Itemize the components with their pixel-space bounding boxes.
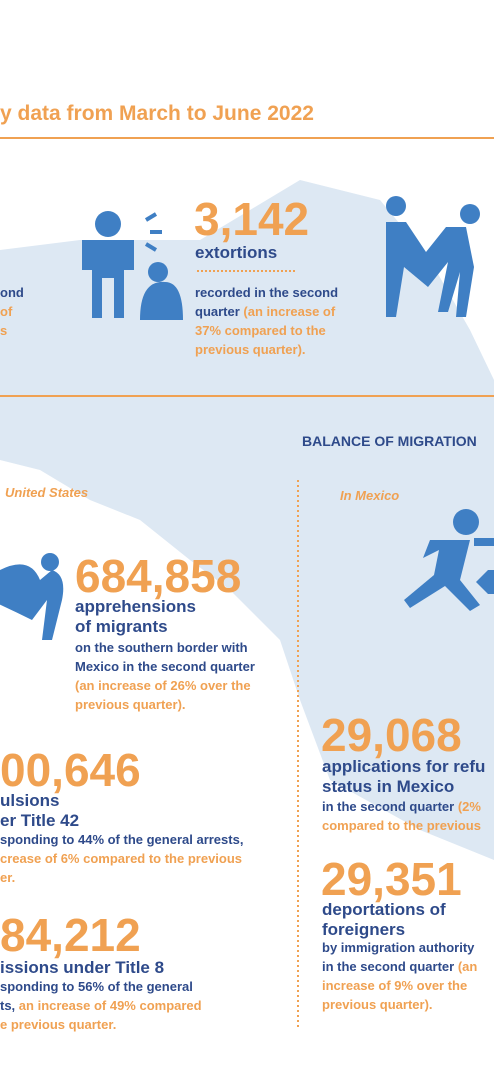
text: in the second quarter bbox=[322, 959, 455, 974]
text: sponding to 56% of the general bbox=[0, 979, 193, 994]
text: er. bbox=[0, 870, 16, 885]
stat-number: 3,142 bbox=[194, 193, 310, 245]
stat-label: apprehensions bbox=[75, 597, 196, 616]
stat-label: issions under Title 8 bbox=[0, 958, 165, 977]
text: in the second quarter bbox=[322, 799, 455, 814]
stat-number: 29,351 bbox=[321, 853, 462, 905]
stat-label: er Title 42 bbox=[0, 811, 80, 830]
icon-extortion bbox=[82, 211, 183, 320]
text: previous quarter). bbox=[322, 997, 433, 1012]
stat-label: extortions bbox=[195, 243, 278, 262]
text: sponding to 44% of the general arrests, bbox=[0, 832, 244, 847]
title: y data from March to June 2022 bbox=[0, 102, 314, 125]
note: (an increase of 37% compared to the prev… bbox=[195, 304, 336, 357]
map bbox=[0, 180, 494, 860]
section-title: BALANCE OF MIGRATION bbox=[302, 433, 477, 449]
text: on the southern border with Mexico in th… bbox=[75, 640, 255, 674]
stat-number: 29,068 bbox=[321, 709, 462, 761]
text: recorded in the second quarter bbox=[195, 285, 339, 319]
stat-label: ulsions bbox=[0, 791, 60, 810]
text: (2% bbox=[457, 799, 481, 814]
text: ts, bbox=[0, 998, 16, 1013]
stat-label: applications for refu bbox=[322, 757, 486, 776]
icon-deportation bbox=[404, 509, 494, 611]
text: compared to the previous bbox=[322, 818, 481, 833]
text: ts, an increase of 49% compared bbox=[0, 996, 202, 1015]
stat-label: deportations of bbox=[322, 900, 446, 919]
region-label: United States bbox=[5, 485, 89, 500]
stat-text: on the southern border with Mexico in th… bbox=[75, 638, 275, 714]
fragment: of bbox=[0, 304, 13, 319]
stat-number: 00,646 bbox=[0, 744, 141, 796]
icon-apprehension bbox=[0, 196, 480, 640]
text: increase of 9% over the bbox=[322, 978, 468, 993]
fragment: ond bbox=[0, 285, 24, 300]
text: an increase of 49% compared bbox=[18, 998, 202, 1013]
text: crease of 6% compared to the previous bbox=[0, 851, 243, 866]
text: in the second quarter (2% bbox=[322, 797, 481, 816]
stat-label: foreigners bbox=[322, 920, 406, 939]
text: by immigration authority bbox=[322, 940, 475, 955]
fragment: s bbox=[0, 323, 8, 338]
stat-number: 84,212 bbox=[0, 909, 141, 961]
stat-text: recorded in the second quarter (an incre… bbox=[195, 283, 355, 359]
text: (an bbox=[457, 959, 478, 974]
text: e previous quarter. bbox=[0, 1017, 117, 1032]
text: in the second quarter (an bbox=[322, 957, 477, 976]
region-label: In Mexico bbox=[340, 488, 400, 503]
stat-label: of migrants bbox=[75, 617, 168, 636]
stat-number: 684,858 bbox=[75, 550, 242, 602]
note: (an increase of 26% over the previous qu… bbox=[75, 678, 251, 712]
stat-label: status in Mexico bbox=[322, 777, 455, 796]
